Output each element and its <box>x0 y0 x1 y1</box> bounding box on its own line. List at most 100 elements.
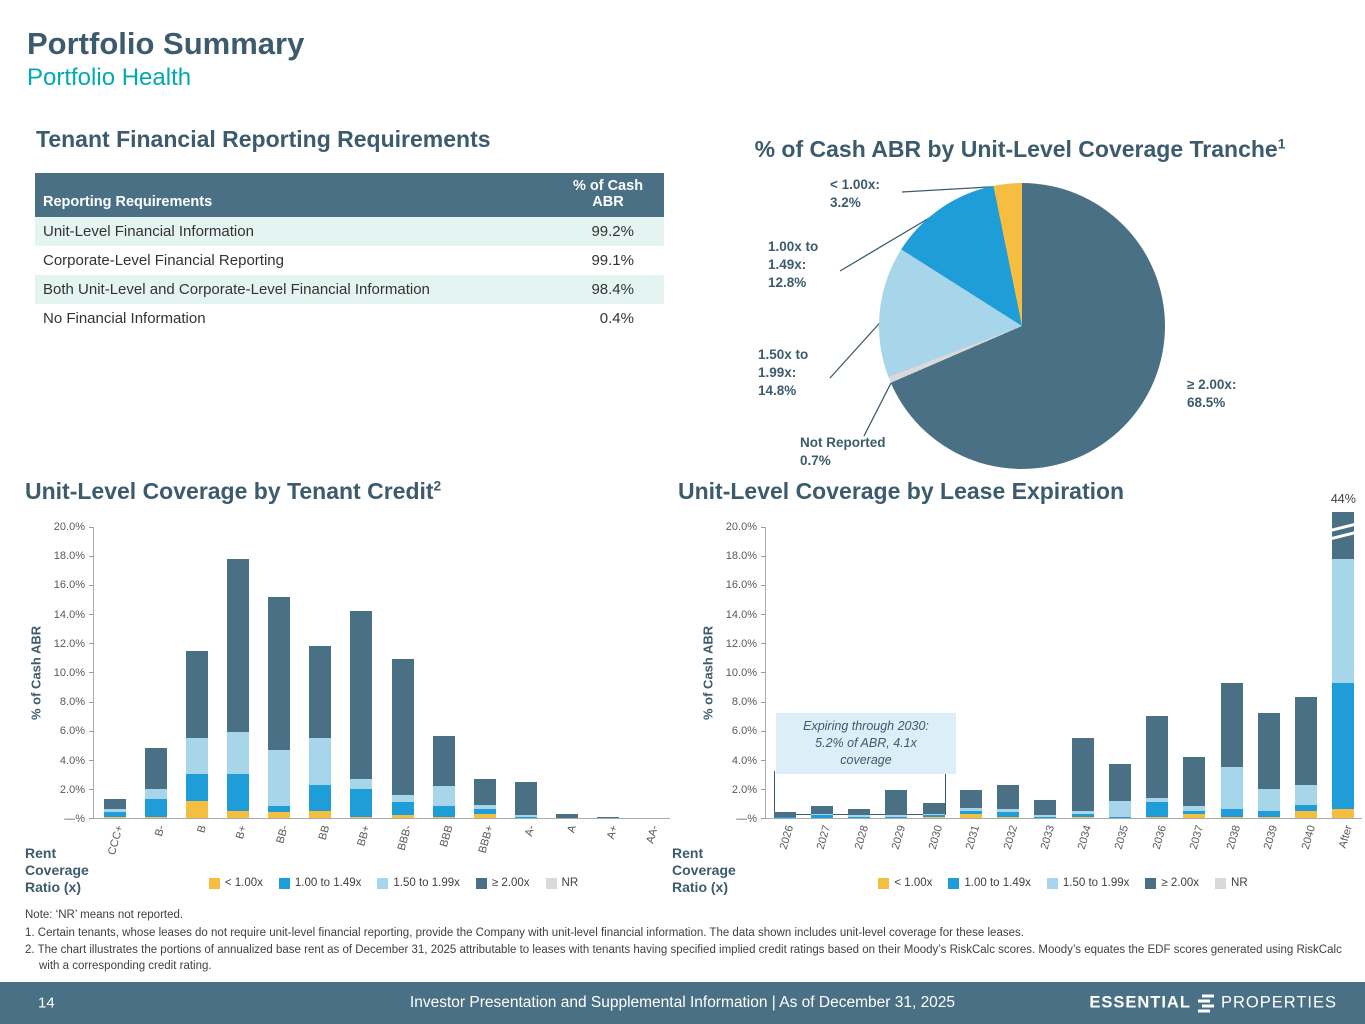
legend-label: 1.50 to 1.99x <box>393 877 460 889</box>
requirement-cell: Both Unit-Level and Corporate-Level Fina… <box>43 281 430 298</box>
table-title: Tenant Financial Reporting Requirements <box>36 126 491 152</box>
lease-legend-items: < 1.00x 1.00 to 1.49x 1.50 to 1.99x ≥ 2.00x… <box>878 877 1248 889</box>
bar-segment <box>922 813 945 815</box>
lease-chart-title-text: Unit-Level Coverage by Lease Expiration <box>678 478 1125 504</box>
bar-column: 2038 <box>1213 527 1250 851</box>
bar-column: 2032 <box>990 527 1027 851</box>
pie-label-line: 68.5% <box>1187 395 1226 411</box>
footnote-2: 2. The chart illustrates the portions of… <box>25 944 1342 972</box>
x-tick-label: 2032 <box>1001 824 1020 851</box>
bar-segment <box>1071 810 1094 814</box>
bar-2039 <box>1257 713 1280 818</box>
bar-segment <box>1220 767 1243 810</box>
bar-segment <box>391 802 414 816</box>
legend-swatch <box>878 877 890 889</box>
bar-segment <box>997 816 1020 818</box>
bar-column: 2039 <box>1250 527 1287 851</box>
credit-title-footnote-ref: 2 <box>433 478 442 494</box>
bar-segment <box>514 816 537 818</box>
bar-segment <box>1034 816 1057 818</box>
legend-label: 1.50 to 1.99x <box>1062 877 1130 889</box>
column-header-cash-abr: % of Cash ABR <box>552 173 664 217</box>
bar-segment <box>226 774 249 811</box>
x-tick-label: BBB- <box>395 824 415 853</box>
annotation-line: 5.2% of ABR, 4.1x <box>815 735 917 750</box>
x-tick-label: 2030 <box>926 824 946 851</box>
bar-column: A <box>547 527 588 834</box>
credit-chart: % of Cash ABR 20.0% 18.0% 16.0% 14.0% 12.0% 1… <box>25 521 670 856</box>
reporting-table-head: Reporting Requirements % of Cash ABR <box>35 173 664 217</box>
bar-segment <box>1183 810 1206 814</box>
pie-label-line: 1.49x: <box>768 257 807 273</box>
bar-segment <box>1257 713 1280 789</box>
reporting-table-body: Unit-Level Financial Information 99.2% Cor… <box>35 217 664 333</box>
bar-column: 2027 <box>803 527 840 851</box>
x-tick-label: 2026 <box>777 824 797 851</box>
brand-logo: ESSENTIAL PROPERTIES <box>1089 994 1337 1013</box>
bar-segment <box>922 803 945 814</box>
value-cell: 98.4% <box>591 281 634 298</box>
bar-segment <box>268 749 291 807</box>
bar-segment <box>1295 804 1318 811</box>
bar-segment <box>556 813 579 818</box>
credit-y-axis-ticks: 20.0% 18.0% 16.0% 14.0% 12.0% 10.0% 8.0% 6.0% 4.… <box>53 521 85 825</box>
bar-segment <box>773 812 796 817</box>
x-tick-label: BBB+ <box>477 824 497 855</box>
bar-b <box>185 650 208 818</box>
x-tick-label: BB+ <box>355 824 373 848</box>
bar-segment <box>959 790 982 808</box>
x-tick-label: CCC+ <box>106 824 127 857</box>
bar-column: BBB- <box>382 527 423 852</box>
bar-segment <box>268 596 291 750</box>
bar-segment <box>1257 816 1280 818</box>
pie-label-line: Not Reported <box>800 435 886 450</box>
bar-segment <box>922 815 945 817</box>
bar-segment <box>1183 806 1206 811</box>
brand-mark-icon <box>1197 994 1214 1012</box>
pie-label-lt-1x: < 1.00x: 3.2% <box>830 176 880 212</box>
bar-segment <box>773 816 796 818</box>
requirement-cell: No Financial Information <box>43 310 206 327</box>
pie-label-ge-2x: ≥ 2.00x: 68.5% <box>1187 376 1236 412</box>
bar-segment <box>810 815 833 818</box>
bar-column: A- <box>505 527 546 838</box>
x-tick-label: BB <box>316 824 332 842</box>
credit-chart-section: Unit-Level Coverage by Tenant Credit2 % … <box>25 478 670 895</box>
bar-column: BB <box>300 527 341 841</box>
column-header-requirements: Reporting Requirements <box>35 173 552 217</box>
legend-label: < 1.00x <box>894 877 933 889</box>
bar-segment <box>350 816 373 818</box>
bar-segment <box>185 650 208 738</box>
pie-label-1-5x-to-1-99x: 1.50x to 1.99x: 14.8% <box>758 346 808 401</box>
bar-segment <box>391 659 414 795</box>
bar-segment <box>810 806 833 814</box>
legend-swatch <box>948 877 960 889</box>
page-title: Portfolio Summary <box>27 26 305 61</box>
pie-title: % of Cash ABR by Unit-Level Coverage Tra… <box>690 136 1350 163</box>
x-tick-label: B+ <box>234 824 250 841</box>
lease-plot: Expiring through 2030: 5.2% of ABR, 4.1x… <box>765 492 1362 851</box>
footer-bar: 14 Investor Presentation and Supplementa… <box>0 982 1365 1024</box>
bar-segment <box>1220 809 1243 817</box>
credit-legend-title: Rent Coverage Ratio (x) <box>25 845 89 895</box>
leader-line <box>829 315 887 379</box>
bar-segment <box>432 736 455 786</box>
bar-segment <box>1071 813 1094 817</box>
bar-column: 44% After <box>1325 492 1362 850</box>
x-tick-label: B- <box>152 824 168 838</box>
x-tick-label: 2028 <box>852 824 871 851</box>
bar-segment <box>597 816 620 818</box>
bar-segment <box>226 732 249 775</box>
bar-2035 <box>1108 764 1131 818</box>
bar-segment <box>848 815 871 817</box>
bar-segment <box>144 748 167 789</box>
bar-segment <box>1257 788 1280 811</box>
legend-label: < 1.00x <box>224 877 263 889</box>
x-tick-label: 2034 <box>1075 824 1095 851</box>
legend-item: < 1.00x <box>208 877 263 889</box>
bar-column: 2028 <box>841 527 878 851</box>
bar-bbb- <box>473 778 496 818</box>
bar-2032 <box>997 784 1020 818</box>
bar-a- <box>597 816 620 818</box>
leader-line <box>863 382 892 437</box>
